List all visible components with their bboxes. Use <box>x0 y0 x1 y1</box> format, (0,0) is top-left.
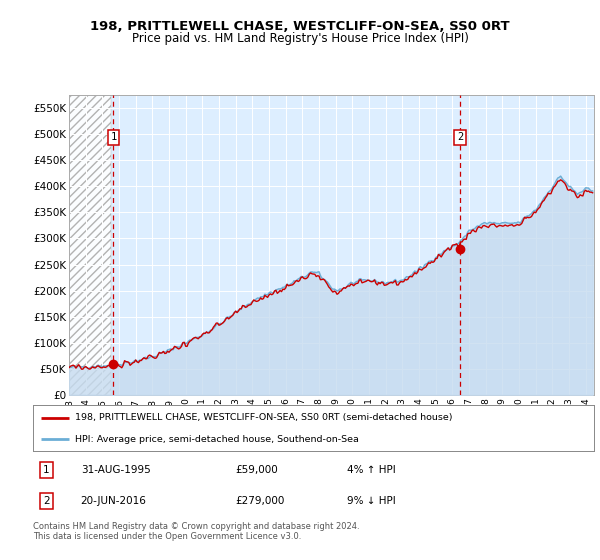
Bar <box>69 95 110 395</box>
Text: 9% ↓ HPI: 9% ↓ HPI <box>347 496 396 506</box>
Text: 1: 1 <box>43 465 50 475</box>
Text: 4% ↑ HPI: 4% ↑ HPI <box>347 465 396 475</box>
Text: £59,000: £59,000 <box>235 465 278 475</box>
Text: £279,000: £279,000 <box>235 496 284 506</box>
Text: 31-AUG-1995: 31-AUG-1995 <box>80 465 151 475</box>
Text: 198, PRITTLEWELL CHASE, WESTCLIFF-ON-SEA, SS0 0RT (semi-detached house): 198, PRITTLEWELL CHASE, WESTCLIFF-ON-SEA… <box>75 413 452 422</box>
Text: 1: 1 <box>110 132 116 142</box>
Text: Contains HM Land Registry data © Crown copyright and database right 2024.
This d: Contains HM Land Registry data © Crown c… <box>33 522 359 542</box>
Text: 2: 2 <box>43 496 50 506</box>
Text: 20-JUN-2016: 20-JUN-2016 <box>80 496 146 506</box>
Text: 2: 2 <box>457 132 463 142</box>
Text: 198, PRITTLEWELL CHASE, WESTCLIFF-ON-SEA, SS0 0RT: 198, PRITTLEWELL CHASE, WESTCLIFF-ON-SEA… <box>90 20 510 32</box>
Text: HPI: Average price, semi-detached house, Southend-on-Sea: HPI: Average price, semi-detached house,… <box>75 435 359 444</box>
Text: Price paid vs. HM Land Registry's House Price Index (HPI): Price paid vs. HM Land Registry's House … <box>131 32 469 45</box>
